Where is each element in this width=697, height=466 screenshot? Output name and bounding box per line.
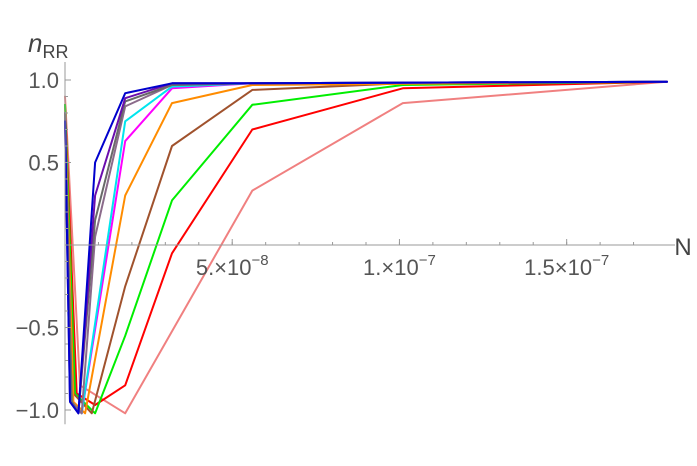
- y-tick-label-1: 1.0: [28, 68, 59, 93]
- y-tick-label-3: −0.5: [16, 316, 59, 341]
- ticks-group: [65, 79, 635, 411]
- x-tick-label-1: 5.×10−8: [196, 252, 269, 280]
- series-line-11: [64, 80, 668, 415]
- y-tick-label-2: 0.5: [28, 151, 59, 176]
- x-tick-label-3: 1.5×10−7: [524, 252, 609, 280]
- y-tick-label-4: −1.0: [16, 398, 59, 423]
- y-axis-title-main: n: [28, 28, 42, 58]
- x-axis-title: N: [674, 234, 691, 261]
- y-axis-title-sub: RR: [42, 42, 68, 62]
- series-line-3: [64, 80, 668, 415]
- series-line-1: [64, 80, 668, 415]
- series-group: [64, 80, 668, 415]
- series-line-5: [64, 80, 668, 415]
- y-axis-title: nRR: [28, 28, 68, 62]
- x-tick-label-2: 1.×10−7: [363, 252, 436, 280]
- tick-labels-group: 1.0 0.5 −0.5 −1.0 5.×10−8 1.×10−7 1.5×10−7: [16, 68, 610, 423]
